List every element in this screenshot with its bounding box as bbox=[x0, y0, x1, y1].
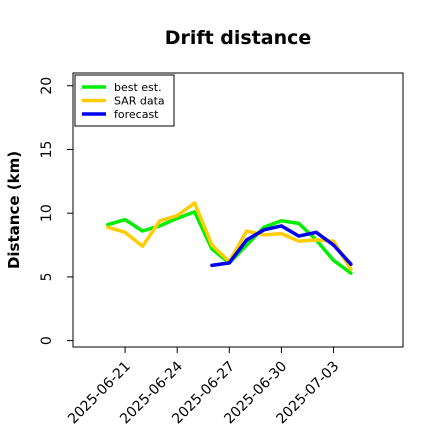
legend-label-best-est-: best est. bbox=[114, 81, 162, 94]
plot-area-frame bbox=[72, 72, 404, 348]
x-axis: 2025-06-212025-06-242025-06-272025-06-30… bbox=[65, 347, 342, 427]
y-axis: 0 5 10 15 20 bbox=[39, 77, 73, 345]
y-tick-label-15: 15 bbox=[39, 141, 55, 159]
legend-label-sar-data: SAR data bbox=[114, 95, 165, 108]
y-tick-label-10: 10 bbox=[39, 204, 55, 222]
y-tick-label-20: 20 bbox=[39, 77, 55, 95]
y-tick-label-5: 5 bbox=[39, 272, 55, 281]
y-axis-label: Distance (km) bbox=[5, 151, 23, 269]
series-layer bbox=[105, 201, 353, 275]
series-line-forecast bbox=[210, 224, 353, 268]
legend-label-forecast: forecast bbox=[114, 108, 159, 121]
chart-title: Drift distance bbox=[165, 27, 312, 49]
y-tick-label-0: 0 bbox=[39, 336, 55, 345]
